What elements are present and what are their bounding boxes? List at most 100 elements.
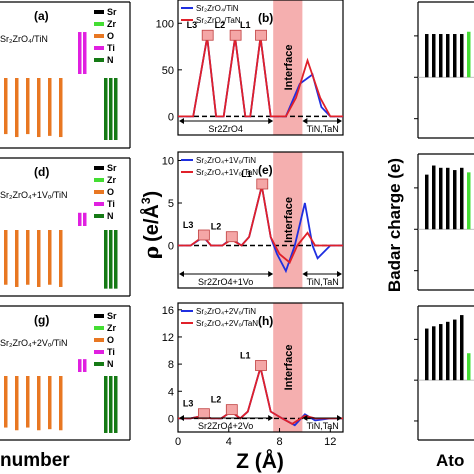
peak-label: L2 [211, 395, 222, 405]
bar-ti [83, 212, 87, 226]
bar-o [26, 376, 30, 428]
legend-swatch-sr [94, 166, 104, 170]
bar-o [59, 230, 63, 287]
bar-o [4, 78, 8, 135]
bar-o [59, 78, 63, 138]
material-label: Sr₂ZrO₄/TiN [0, 34, 48, 44]
legend-swatch-ti [94, 46, 104, 50]
legend-swatch-zr [94, 22, 104, 26]
panel-label: (h) [258, 314, 273, 328]
left-panel-a: (a) Sr₂ZrO₄/TiN Sr Zr O Ti N [0, 1, 131, 149]
right-region-arrow-head-right [337, 415, 342, 421]
legend-label: Sr₂ZrO₄/TiN [196, 4, 239, 13]
left-region-arrow-head-right [268, 271, 274, 277]
bar-o [48, 230, 52, 285]
bar-o [15, 376, 19, 431]
legend-label-zr: Zr [107, 175, 116, 185]
bader-bar [432, 326, 436, 381]
x-tick-label: 4 [226, 436, 232, 448]
peak-label: L1 [240, 351, 251, 361]
bar-n [109, 78, 113, 141]
peak-label: L1 [241, 169, 252, 179]
bar-n [109, 376, 113, 433]
y-tick-label: 5 [168, 198, 174, 210]
peak-label: L2 [211, 222, 222, 232]
peak-label: L2 [215, 20, 226, 30]
bader-panel-f [414, 153, 474, 291]
bader-panel-c [414, 1, 474, 139]
legend-swatch-ti [94, 350, 104, 354]
left-region-arrow-head-right [268, 118, 274, 124]
rho-units-sup: 3 [139, 197, 153, 204]
y-tick-label: 0 [168, 111, 174, 123]
legend-swatch-ti [94, 202, 104, 206]
legend-label-sr: Sr [107, 311, 117, 321]
bader-bar [439, 34, 443, 78]
peak-label: L3 [183, 399, 194, 409]
right-region-label: TiN,TaN [307, 421, 339, 431]
legend-swatch-o [94, 338, 104, 342]
line-panel-e: Interface 0 5 10 Sr₂ZrO₄+1Vₒ/TiN Sr₂ZrO₄+1Vₒ/… [162, 151, 344, 289]
right-region-label: TiN,TaN [307, 277, 339, 287]
panel-label: (d) [34, 165, 49, 179]
legend-label-n: N [107, 359, 114, 369]
bader-bar [439, 324, 443, 381]
bader-bar [432, 165, 436, 230]
left-region-label: Sr2ZrO4+1Vo [198, 277, 253, 287]
x-tick-label: 8 [276, 436, 282, 448]
bar-o [48, 78, 52, 136]
peak-marker [197, 408, 210, 420]
legend-label: Sr₂ZrO₄/TaN [196, 16, 241, 25]
bar-ti [78, 212, 82, 226]
bader-bar [467, 31, 471, 78]
peak-marker [197, 229, 210, 241]
x-tick-label: 12 [324, 436, 336, 448]
bar-n [104, 376, 108, 433]
bader-bar [453, 34, 457, 78]
left-x-axis-label: number [0, 450, 70, 471]
bar-o [4, 230, 8, 285]
y-tick-label: 50 [162, 65, 174, 77]
right-region-arrow-head-right [337, 118, 342, 124]
bar-o [37, 230, 41, 287]
bar-n [104, 230, 108, 289]
bar-o [48, 376, 52, 430]
bar-ti [83, 359, 87, 372]
legend-label: Sr₂ZrO₄+2Vₒ/TiN [196, 307, 256, 316]
bar-o [26, 78, 30, 135]
y-tick-label: 0 [168, 413, 174, 425]
bar-o [4, 376, 8, 428]
bar-ti [78, 32, 82, 74]
left-panel-g: (g) Sr₂ZrO₄+2Vₒ/TiN Sr Zr O Ti N [0, 305, 131, 441]
material-label: Sr₂ZrO₄+2Vₒ/TiN [0, 338, 68, 348]
bader-bar [467, 172, 471, 230]
peak-marker [256, 178, 269, 190]
left-bar-panels: (a) Sr₂ZrO₄/TiN Sr Zr O Ti N (d) Sr₂ZrO₄+1Vₒ/TiN… [0, 1, 131, 441]
y-tick-label: 4 [168, 386, 174, 398]
left-region-arrow-head-left [179, 271, 184, 277]
peak-marker [225, 231, 238, 243]
legend-label-sr: Sr [107, 7, 117, 17]
rho-units: (e/Å [139, 204, 163, 242]
plot-frame [177, 0, 344, 136]
legend-label-ti: Ti [107, 347, 115, 357]
legend-label-sr: Sr [107, 163, 117, 173]
bar-n [114, 78, 118, 141]
series-line-tin [178, 185, 343, 274]
series-line-tan [178, 185, 343, 264]
bar-n [104, 78, 108, 141]
bar-ti [83, 32, 87, 74]
line-panel-h: Interface 0 4 8 12 16 0 4 8 12 Sr₂ZrO₄+2Vₒ/TiN Sr₂Z… [162, 302, 344, 448]
bar-n [114, 230, 118, 289]
plot-frame [177, 151, 344, 289]
line-panel-b: Interface 0 50 100 Sr₂ZrO₄/TiN Sr₂ZrO₄/TaN (b)… [156, 0, 344, 136]
plot-frame [177, 302, 344, 433]
interface-region [273, 303, 303, 432]
y-tick-label: 0 [168, 241, 174, 253]
legend-swatch-sr [94, 10, 104, 14]
left-region-label: Sr2ZrO4+2Vo [198, 421, 253, 431]
legend-swatch-o [94, 34, 104, 38]
left-region-arrow-head-left [179, 415, 184, 421]
legend-swatch-o [94, 190, 104, 194]
bar-o [37, 376, 41, 431]
